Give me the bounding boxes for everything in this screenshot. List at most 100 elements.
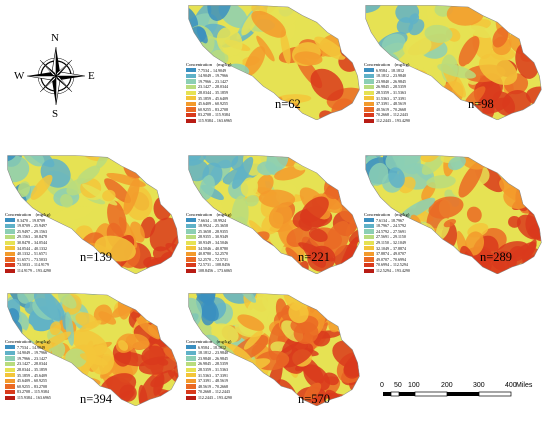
map-panel-n139 (4, 152, 182, 274)
legend-n289: Concentration (mg/kg) 7.6134 – 18.7967 18.… (364, 212, 410, 274)
legend-range-label: 34.0544 – 40.1332 (17, 245, 47, 251)
legend-range-label: 70.2668 – 112.2443 (198, 389, 230, 395)
legend-range-label: 114.9179 – 193.4290 (17, 267, 51, 273)
legend-range-label: 23.1427 – 28.0344 (198, 84, 228, 90)
scale-tick-0: 0 (380, 382, 384, 389)
legend-range-label: 18.7967 – 24.5792 (376, 223, 406, 229)
legend-range-label: 7.7534 – 14.9049 (198, 67, 226, 73)
legend-swatch (186, 345, 196, 350)
legend-entry: 35.1859 – 45.6409 (5, 373, 51, 379)
legend-range-label: 18.9924 – 25.3658 (198, 223, 228, 229)
legend-range-label: 45.6409 – 60.9255 (198, 101, 228, 107)
legend-entry: 52.2570 – 72.5731 (186, 257, 232, 263)
legend-range-label: 115.9384 – 163.6965 (17, 394, 51, 400)
legend-entry: 51.6571 – 73.5033 (5, 257, 51, 263)
legend-swatch (5, 235, 15, 240)
legend-entry: 26.9845 – 28.5359 (364, 84, 410, 90)
legend-entry: 23.1427 – 28.0344 (186, 84, 232, 90)
legend-swatch (186, 384, 196, 389)
legend-entry: 7.6634 – 18.9924 (186, 218, 232, 224)
legend-range-label: 31.5363 – 37.3391 (376, 95, 406, 101)
legend-swatch (5, 362, 15, 367)
legend-range-label: 28.9355 – 30.9349 (198, 234, 228, 240)
legend-swatch (364, 246, 374, 251)
legend-range-label: 35.1859 – 45.6409 (198, 95, 228, 101)
legend-entry: 31.5363 – 37.3391 (186, 373, 232, 379)
legend-swatch (364, 73, 374, 79)
legend-swatch (364, 85, 374, 90)
legend-range-label: 83.2708 – 115.9384 (198, 112, 230, 118)
legend-range-label: 32.1049 – 37.8874 (376, 245, 406, 251)
map-panel-n289 (362, 152, 545, 274)
legend-entry: 83.2708 – 115.9384 (186, 112, 232, 118)
scale-tick-300: 300 (473, 382, 485, 389)
map-panel-n394 (4, 290, 182, 406)
concentration-map-n394 (7, 293, 179, 406)
legend-entry: 23.1427 – 28.0344 (5, 361, 51, 367)
legend-swatch (5, 218, 15, 223)
legend-range-label: 18.1812 – 23.9840 (198, 350, 228, 356)
legend-range-label: 14.9049 – 19.7966 (198, 73, 228, 79)
legend-entry: 18.1812 – 23.9840 (186, 350, 232, 356)
legend-entry: 37.8874 – 49.0707 (364, 251, 410, 257)
legend-entry: 18.7967 – 24.5792 (364, 223, 410, 229)
legend-entry: 34.0544 – 40.1332 (5, 246, 51, 252)
legend-swatch (186, 246, 196, 251)
legend-range-label: 29.1563 – 30.8478 (17, 234, 47, 240)
compass-south-label: S (52, 108, 59, 120)
legend-range-label: 112.2443 – 193.4290 (376, 117, 410, 123)
legend-entry: 25.9497 – 29.1563 (5, 229, 51, 235)
legend-entry: 14.9049 – 19.7966 (186, 73, 232, 79)
sample-size-label-n289: n=289 (480, 250, 513, 264)
legend-swatch (364, 240, 374, 245)
legend-swatch (186, 378, 196, 384)
legend-entry: 28.5359 – 31.5363 (364, 90, 410, 96)
legend-entry: 14.9049 – 19.7966 (5, 350, 51, 356)
legend-swatch (5, 257, 15, 262)
legend-range-label: 28.0344 – 35.1859 (198, 89, 228, 95)
legend-range-label: 6.9584 – 18.1812 (198, 344, 226, 350)
legend-entry: 19.7966 – 23.1427 (186, 79, 232, 85)
legend-swatch (5, 395, 15, 400)
legend-title: Concentration (mg/kg) (186, 62, 232, 67)
legend-n394: Concentration (mg/kg) 7.7534 – 14.9049 14.… (5, 339, 51, 401)
legend-range-label: 115.9384 – 163.6965 (198, 117, 232, 123)
compass-rose: N S W E (14, 32, 96, 120)
legend-swatch (5, 345, 15, 350)
concentration-map-n289 (365, 155, 542, 274)
legend-entry: 18.1812 – 23.9840 (364, 73, 410, 79)
legend-swatch (186, 90, 196, 95)
legend-entry: 37.3391 – 48.5619 (364, 101, 410, 107)
legend-entry: 31.5363 – 37.3391 (364, 96, 410, 102)
legend-entry: 34.5046 – 40.8780 (186, 246, 232, 252)
legend-entry: 72.5731 – 108.8456 (186, 262, 232, 268)
legend-swatch (5, 251, 15, 257)
legend-entry: 28.5359 – 31.5363 (186, 367, 232, 373)
legend-range-label: 6.9584 – 18.1812 (376, 67, 404, 73)
legend-title: Concentration (mg/kg) (5, 339, 51, 344)
compass-north-label: N (51, 32, 59, 44)
compass-star-icon (26, 46, 86, 106)
legend-entry: 83.2708 – 115.9384 (5, 389, 51, 395)
legend-n221: Concentration (mg/kg) 7.6634 – 18.9924 18.… (186, 212, 232, 274)
legend-range-label: 72.5731 – 108.8456 (198, 262, 230, 268)
legend-range-label: 28.0344 – 35.1859 (17, 366, 47, 372)
legend-n62: Concentration (mg/kg) 7.7534 – 14.9049 14.… (186, 62, 232, 124)
legend-range-label: 30.8478 – 34.0544 (17, 239, 47, 245)
legend-entry: 25.3658 – 28.9355 (186, 229, 232, 235)
legend-entry: 28.0344 – 35.1859 (5, 367, 51, 373)
legend-entry: 18.9924 – 25.3658 (186, 223, 232, 229)
legend-swatch (364, 68, 374, 73)
legend-swatch (186, 268, 196, 273)
legend-entry: 23.9840 – 26.9845 (186, 356, 232, 362)
legend-n570: Concentration (mg/kg) 6.9584 – 18.1812 18.… (186, 339, 232, 401)
legend-entry: 29.1563 – 30.8478 (5, 234, 51, 240)
scale-bar: 0 50 100 200 300 400 Miles (380, 380, 540, 406)
legend-entry: 48.5619 – 70.2668 (364, 107, 410, 113)
concentration-map-n62 (188, 5, 360, 120)
legend-swatch (5, 350, 15, 356)
legend-swatch (364, 113, 374, 118)
legend-swatch (5, 384, 15, 389)
legend-entry: 112.2443 – 193.4290 (364, 118, 410, 124)
legend-entry: 45.6409 – 60.9255 (5, 378, 51, 384)
